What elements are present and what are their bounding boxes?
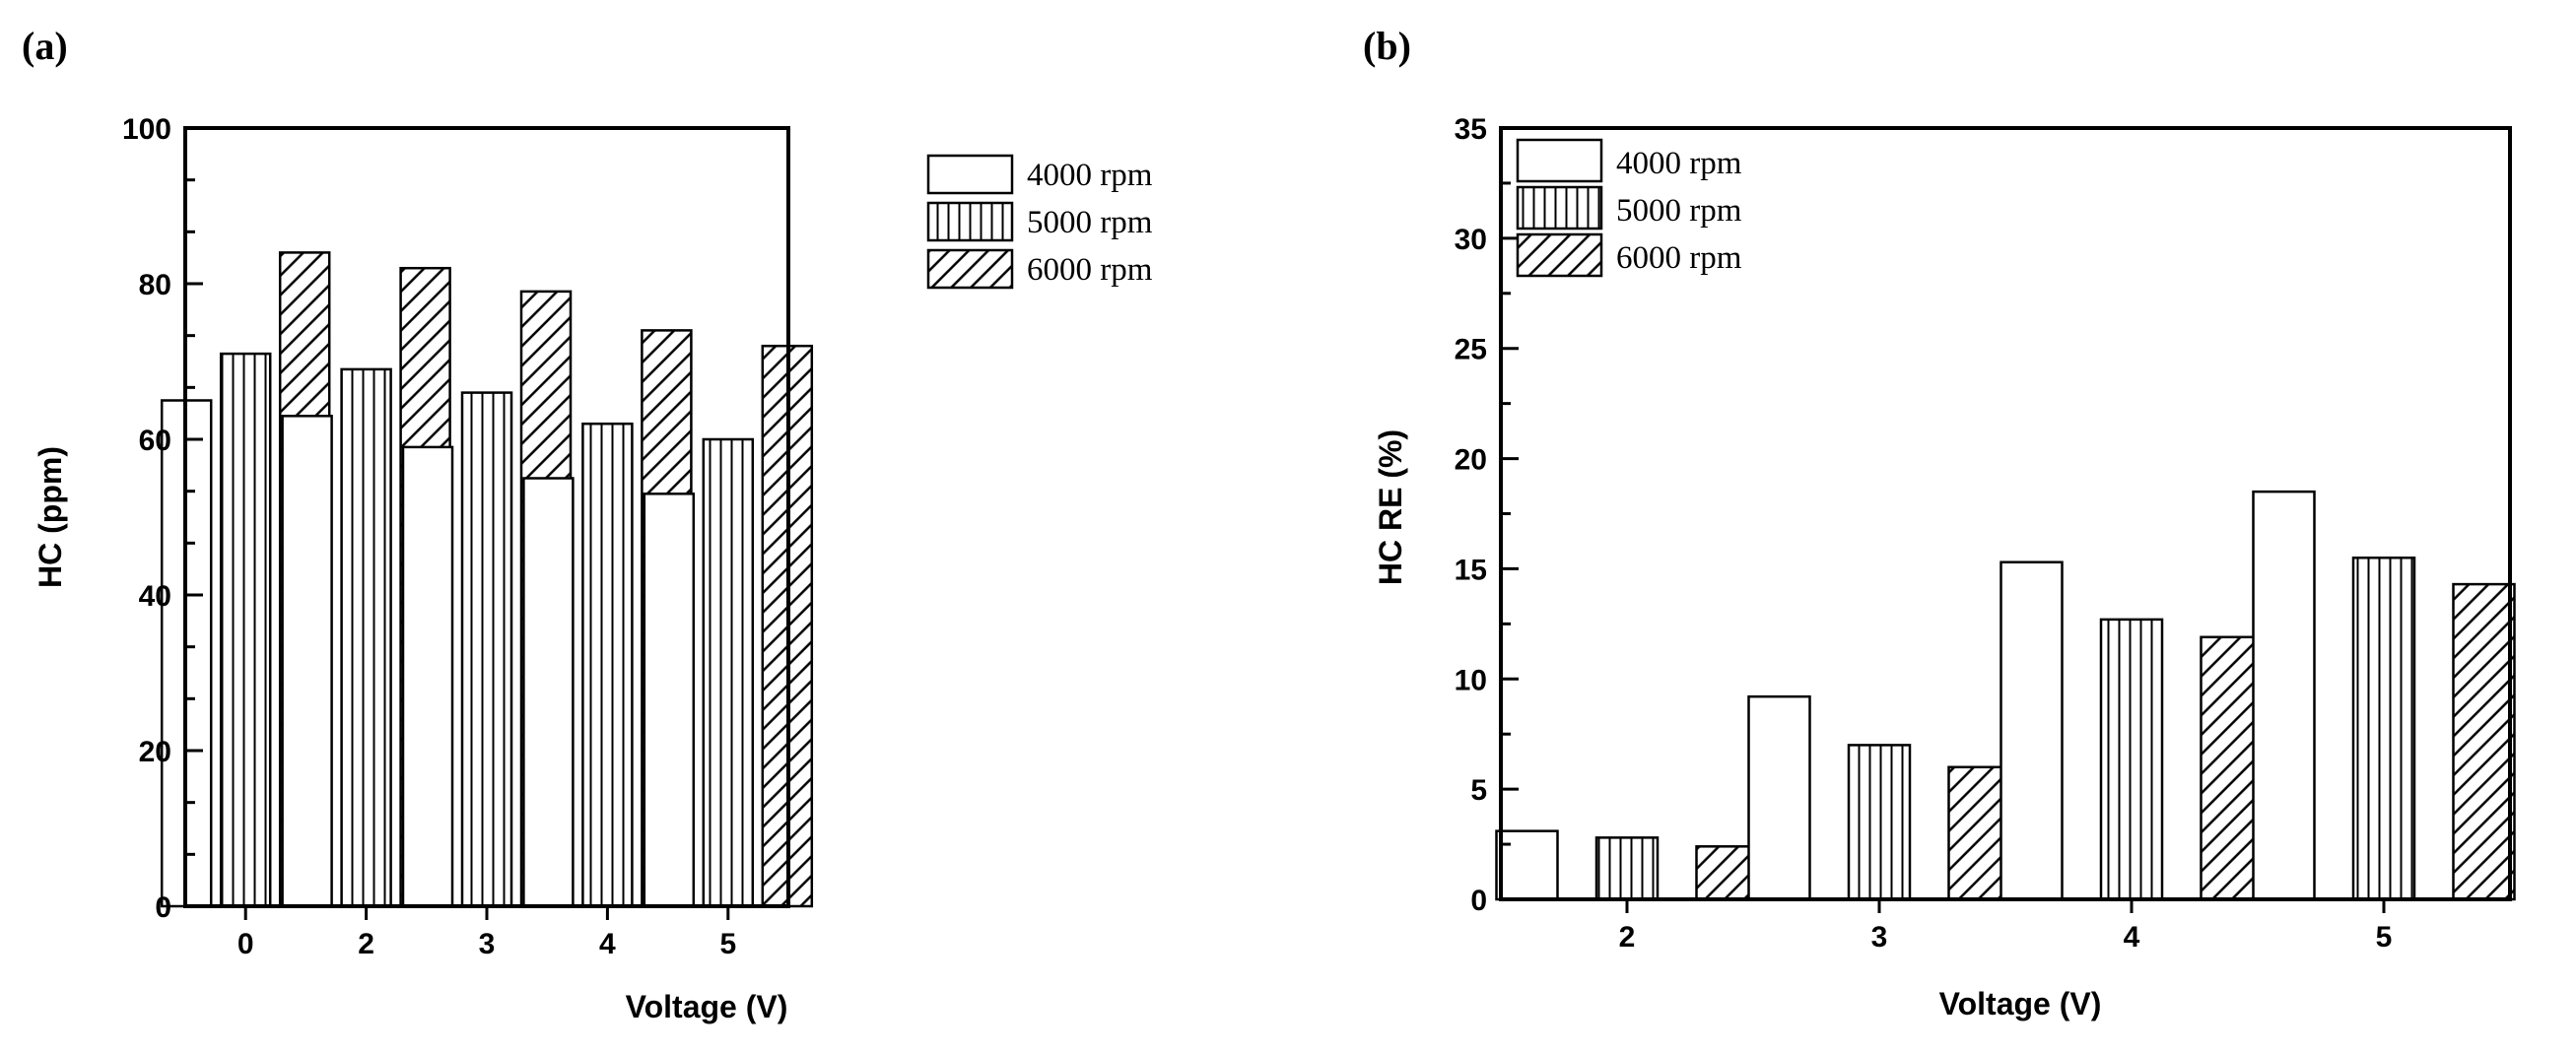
legend-item: 5000 rpm [926,201,1153,242]
bar-5000-rpm-0 [219,352,272,908]
legend-label: 6000 rpm [1616,240,1742,276]
panel-b: (b) 0 5 10 15 20 25 30 35 2 3 4 5 Voltage (V) HC RE (%… [1363,24,2516,1021]
y-axis-title: HC RE (%) [1373,429,1408,585]
legend-swatch [1516,138,1603,183]
y-tick-label: 10 [1455,664,1487,696]
bar-4000-rpm-2 [281,415,333,908]
legend: 4000 rpm 5000 rpm 6000 rpm [926,154,1153,290]
y-axis-title: HC (ppm) [33,446,68,588]
bar-5000-rpm-5 [702,437,755,908]
y-tick-label: 100 [122,113,171,146]
x-tick-label: 3 [1871,921,1888,954]
x-tick-label: 2 [1619,921,1636,954]
bars [160,251,814,908]
y-tick-label: 25 [1455,334,1487,366]
panel-a: (a) 0 20 40 60 80 100 0 2 3 4 5 Voltage (V) HC (ppm) 4… [22,24,1153,1024]
legend-item: 4000 rpm [926,154,1153,195]
legend-item: 4000 rpm [1516,138,1742,183]
bar-5000-rpm-4 [2099,618,2164,901]
bars [1495,490,2516,901]
legend-item: 6000 rpm [926,248,1153,290]
legend: 4000 rpm 5000 rpm 6000 rpm [1516,138,1742,278]
x-tick-label: 4 [2124,921,2140,954]
legend-label: 5000 rpm [1616,193,1742,229]
y-tick-label: 0 [1470,885,1487,917]
legend-swatch [1516,185,1603,230]
legend-label: 6000 rpm [1027,252,1153,288]
legend-label: 4000 rpm [1027,158,1153,193]
y-tick-label: 80 [139,269,171,301]
x-axis-title: Voltage (V) [1939,986,2102,1021]
bar-5000-rpm-4 [581,422,634,908]
bar-5000-rpm-2 [1594,836,1660,901]
bar-6000-rpm-2 [1695,845,1759,901]
bar-4000-rpm-5 [643,493,696,908]
y-tick-label: 20 [139,736,171,768]
y-tick-label: 40 [139,580,171,613]
legend-label: 4000 rpm [1616,146,1742,181]
bar-5000-rpm-2 [340,367,392,908]
legend-swatch [926,154,1014,195]
legend-label: 5000 rpm [1027,205,1153,240]
legend-swatch [926,248,1014,290]
bar-4000-rpm-4 [2000,560,2064,901]
bar-6000-rpm-5 [2452,582,2516,901]
y-tick-label: 35 [1455,113,1487,146]
y-tick-label: 5 [1470,774,1487,807]
y-tick-label: 60 [139,425,171,457]
x-tick-label: 0 [237,928,254,960]
x-tick-label: 5 [2376,921,2393,954]
x-axis-title: Voltage (V) [626,989,788,1024]
legend-swatch [1516,232,1603,278]
y-tick-label: 0 [155,891,171,924]
legend-item: 5000 rpm [1516,185,1742,230]
bar-4000-rpm-5 [2252,490,2316,901]
bar-4000-rpm-2 [1495,829,1559,901]
bar-5000-rpm-3 [460,391,513,908]
x-tick-label: 5 [719,928,736,960]
x-tick-label: 2 [358,928,374,960]
bar-4000-rpm-3 [401,445,454,908]
bar-5000-rpm-5 [2351,556,2416,901]
bar-4000-rpm-4 [522,477,575,908]
panel-label: (a) [22,24,68,68]
bar-5000-rpm-3 [1847,744,1912,901]
x-tick-label: 3 [479,928,496,960]
y-tick-label: 30 [1455,224,1487,256]
panel-label: (b) [1363,24,1411,68]
bar-6000-rpm-4 [2200,635,2264,901]
x-tick-label: 4 [599,928,616,960]
y-tick-label: 15 [1455,554,1487,586]
legend-item: 6000 rpm [1516,232,1742,278]
legend-swatch [926,201,1014,242]
y-tick-label: 20 [1455,444,1487,477]
bar-4000-rpm-3 [1747,694,1811,901]
